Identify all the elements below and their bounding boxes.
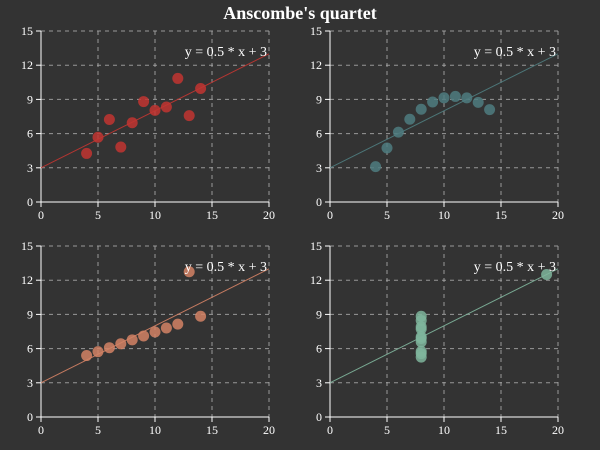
scatter-panel-1: 0 5 10 15 20 0 3 6 9 12 15 y = 0.5 * x + 3 — [21, 24, 275, 222]
x-tick-label: 10 — [438, 208, 450, 222]
data-point — [472, 96, 484, 108]
y-tick-label: 0 — [316, 195, 322, 209]
y-tick-label: 3 — [27, 161, 33, 175]
equation-label: y = 0.5 * x + 3 — [474, 260, 556, 275]
y-tick-label: 15 — [310, 24, 322, 38]
y-tick-label: 9 — [27, 307, 33, 321]
data-point — [115, 338, 127, 350]
data-point — [172, 72, 184, 84]
x-tick-label: 5 — [384, 423, 390, 437]
x-tick-label: 15 — [206, 208, 218, 222]
equation-label: y = 0.5 * x + 3 — [474, 45, 556, 60]
data-point — [160, 322, 172, 334]
x-tick-label: 20 — [552, 208, 564, 222]
y-tick-label: 3 — [27, 376, 33, 390]
y-tick-label: 15 — [310, 239, 322, 253]
data-point — [415, 103, 427, 115]
data-point — [92, 131, 104, 143]
data-point — [370, 161, 382, 173]
x-tick-label: 0 — [327, 423, 333, 437]
y-tick-label: 12 — [21, 58, 33, 72]
data-point — [81, 147, 93, 159]
x-tick-label: 10 — [149, 208, 161, 222]
chart-title: Anscombe's quartet — [223, 3, 377, 23]
data-point — [381, 142, 393, 154]
scatter-panel-4: 0 5 10 15 20 0 3 6 9 12 15 y = 0.5 * x + 3 — [310, 239, 564, 437]
y-tick-label: 6 — [27, 342, 33, 356]
data-point — [427, 96, 439, 108]
data-point — [92, 346, 104, 358]
data-point — [115, 141, 127, 153]
x-tick-label: 20 — [263, 208, 275, 222]
data-point — [149, 326, 161, 338]
data-point — [126, 334, 138, 346]
data-point — [541, 269, 553, 280]
data-point — [438, 92, 450, 104]
x-tick-label: 20 — [263, 423, 275, 437]
equation-label: y = 0.5 * x + 3 — [185, 260, 267, 275]
data-point — [415, 332, 427, 344]
x-tick-label: 15 — [495, 208, 507, 222]
y-tick-label: 6 — [316, 127, 322, 141]
y-tick-label: 12 — [310, 273, 322, 287]
x-tick-label: 20 — [552, 423, 564, 437]
fit-line — [329, 53, 559, 169]
fit-line — [329, 268, 559, 384]
data-point — [484, 104, 496, 116]
y-tick-label: 9 — [27, 92, 33, 106]
x-tick-label: 5 — [384, 208, 390, 222]
data-point — [195, 82, 207, 94]
data-point — [183, 266, 195, 278]
data-point — [195, 310, 207, 322]
data-point — [415, 348, 427, 360]
data-point — [404, 113, 416, 125]
data-point — [138, 330, 150, 342]
x-tick-label: 10 — [438, 423, 450, 437]
y-tick-label: 9 — [316, 92, 322, 106]
y-tick-label: 15 — [21, 239, 33, 253]
y-tick-label: 3 — [316, 161, 322, 175]
y-tick-label: 6 — [27, 127, 33, 141]
scatter-panel-3: 0 5 10 15 20 0 3 6 9 12 15 y = 0.5 * x + 3 — [21, 239, 275, 437]
data-point — [149, 104, 161, 116]
data-point — [392, 126, 404, 138]
data-point — [415, 321, 427, 333]
x-tick-label: 5 — [95, 423, 101, 437]
x-tick-label: 5 — [95, 208, 101, 222]
x-tick-label: 15 — [495, 423, 507, 437]
data-point — [183, 110, 195, 122]
data-point — [449, 90, 461, 102]
y-tick-label: 15 — [21, 24, 33, 38]
data-point — [126, 117, 138, 129]
y-tick-label: 6 — [316, 342, 322, 356]
x-tick-label: 10 — [149, 423, 161, 437]
y-tick-label: 12 — [21, 273, 33, 287]
y-tick-label: 0 — [316, 410, 322, 424]
x-tick-label: 0 — [327, 208, 333, 222]
y-tick-label: 12 — [310, 58, 322, 72]
y-tick-label: 9 — [316, 307, 322, 321]
x-tick-label: 0 — [38, 208, 44, 222]
scatter-panel-2: 0 5 10 15 20 0 3 6 9 12 15 y = 0.5 * x + 3 — [310, 24, 564, 222]
data-point — [103, 113, 115, 125]
x-tick-label: 0 — [38, 423, 44, 437]
data-point — [138, 96, 150, 108]
data-point — [103, 342, 115, 354]
fit-line — [40, 268, 270, 384]
x-tick-label: 15 — [206, 423, 218, 437]
y-tick-label: 0 — [27, 410, 33, 424]
y-tick-label: 3 — [316, 376, 322, 390]
equation-label: y = 0.5 * x + 3 — [185, 45, 267, 60]
y-tick-label: 0 — [27, 195, 33, 209]
data-point — [172, 318, 184, 330]
data-point — [160, 101, 172, 113]
data-point — [81, 350, 93, 362]
data-point — [461, 92, 473, 104]
